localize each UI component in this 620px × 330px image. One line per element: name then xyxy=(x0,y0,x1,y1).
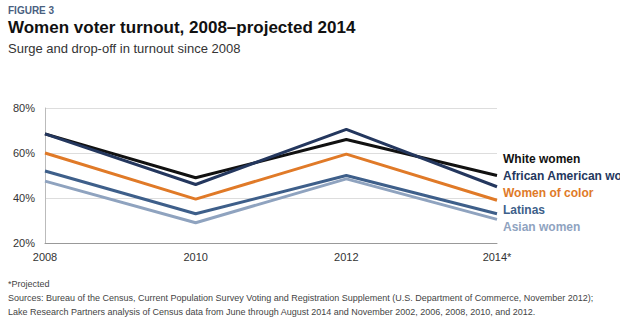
svg-text:Surge and drop-off in turnout: Surge and drop-off in turnout since 2008 xyxy=(8,41,240,56)
svg-text:African American women: African American women xyxy=(503,169,620,183)
svg-text:40%: 40% xyxy=(13,192,35,204)
svg-text:*Projected: *Projected xyxy=(8,279,50,289)
svg-text:2012: 2012 xyxy=(334,251,358,263)
svg-text:Sources: Bureau of the Census,: Sources: Bureau of the Census, Current P… xyxy=(8,293,593,303)
svg-text:Women of color: Women of color xyxy=(503,186,594,200)
svg-text:2010: 2010 xyxy=(183,251,207,263)
svg-text:2008: 2008 xyxy=(33,251,57,263)
svg-text:White women: White women xyxy=(503,152,580,166)
svg-text:80%: 80% xyxy=(13,102,35,114)
svg-text:60%: 60% xyxy=(13,147,35,159)
svg-text:2014*: 2014* xyxy=(483,251,512,263)
svg-text:Asian women: Asian women xyxy=(503,220,580,234)
svg-text:20%: 20% xyxy=(13,237,35,249)
svg-text:Women voter turnout, 2008–proj: Women voter turnout, 2008–projected 2014 xyxy=(8,18,356,37)
svg-text:Latinas: Latinas xyxy=(503,203,545,217)
svg-text:Lake Research Partners analysi: Lake Research Partners analysis of Censu… xyxy=(8,307,535,317)
svg-text:FIGURE 3: FIGURE 3 xyxy=(8,5,55,16)
